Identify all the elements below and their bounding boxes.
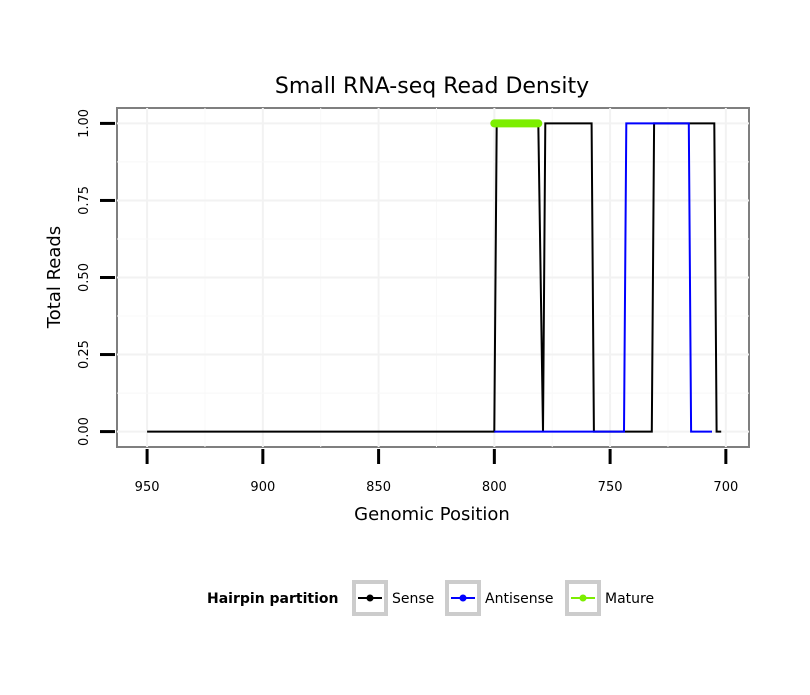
- legend-label: Mature: [605, 591, 654, 607]
- axes: 950 900 850 800 750 700 0.00 0.25 0.50 0.75 1.00: [77, 109, 738, 495]
- legend-item-sense: Sense: [352, 580, 434, 616]
- legend-item-antisense: Antisense: [445, 580, 554, 616]
- series-lines: [147, 119, 722, 433]
- y-tick-label: 0.00: [77, 417, 92, 446]
- chart-title: Small RNA-seq Read Density: [275, 74, 589, 99]
- legend-items: Sense Antisense Mature: [352, 580, 654, 616]
- legend-item-mature: Mature: [565, 580, 654, 616]
- legend-label: Sense: [392, 591, 434, 607]
- x-tick-label: 700: [713, 480, 738, 495]
- x-axis-label: Genomic Position: [354, 504, 510, 525]
- y-tick-label: 0.25: [77, 340, 92, 369]
- series-line-antisense: [494, 122, 712, 433]
- legend-key-point: [366, 594, 374, 602]
- x-tick-label: 800: [482, 480, 507, 495]
- legend-label: Antisense: [485, 591, 554, 607]
- legend-title: Hairpin partition: [207, 591, 338, 607]
- y-tick-label: 1.00: [77, 109, 92, 138]
- y-axis-label: Total Reads: [44, 226, 65, 329]
- legend-key-point: [459, 594, 467, 602]
- x-tick-label: 950: [135, 480, 160, 495]
- legend: Hairpin partition Sense Antisense Mature: [207, 580, 654, 616]
- x-tick-label: 850: [366, 480, 391, 495]
- x-tick-label: 750: [598, 480, 623, 495]
- y-tick-label: 0.50: [77, 263, 92, 292]
- x-tick-label: 900: [250, 480, 275, 495]
- legend-key-point: [579, 594, 587, 602]
- y-tick-label: 0.75: [77, 186, 92, 215]
